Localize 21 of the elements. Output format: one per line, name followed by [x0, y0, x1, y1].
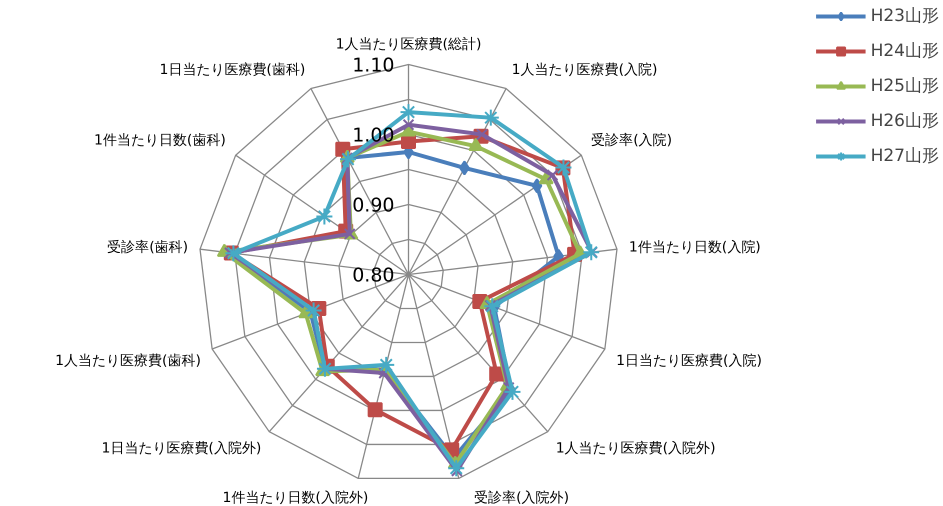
spoke-label: 1人当たり医療費(歯科)	[55, 353, 201, 370]
spoke-label: 1件当たり日数(歯科)	[94, 132, 226, 148]
legend-label: H27山形	[870, 145, 939, 167]
legend-label: H25山形	[870, 75, 939, 97]
spoke-label: 受診率(歯科)	[107, 240, 188, 256]
y-tick-label: 1.10	[352, 54, 395, 76]
legend-label: H26山形	[870, 110, 939, 132]
spoke-label: 1件当たり日数(入院)	[628, 240, 761, 256]
spoke-label: 1日当たり医療費(歯科)	[160, 62, 306, 78]
spoke-label: 1日当たり医療費(入院外)	[101, 440, 262, 457]
spoke-label: 受診率(入院外)	[474, 490, 570, 506]
y-tick-label: 0.80	[352, 264, 395, 286]
spoke-label: 1日当たり医療費(入院)	[616, 353, 762, 370]
spoke-label: 1人当たり医療費(総計)	[336, 36, 482, 52]
spoke-label: 受診率(入院)	[591, 132, 672, 148]
legend-label: H23山形	[870, 5, 939, 27]
spoke-label: 1人当たり医療費(入院)	[512, 62, 658, 78]
spoke-label: 1件当たり日数(入院外)	[222, 490, 368, 506]
legend-label: H24山形	[870, 40, 939, 62]
y-tick-label: 0.90	[352, 194, 395, 216]
spoke-label: 1人当たり医療費(入院外)	[556, 440, 716, 457]
